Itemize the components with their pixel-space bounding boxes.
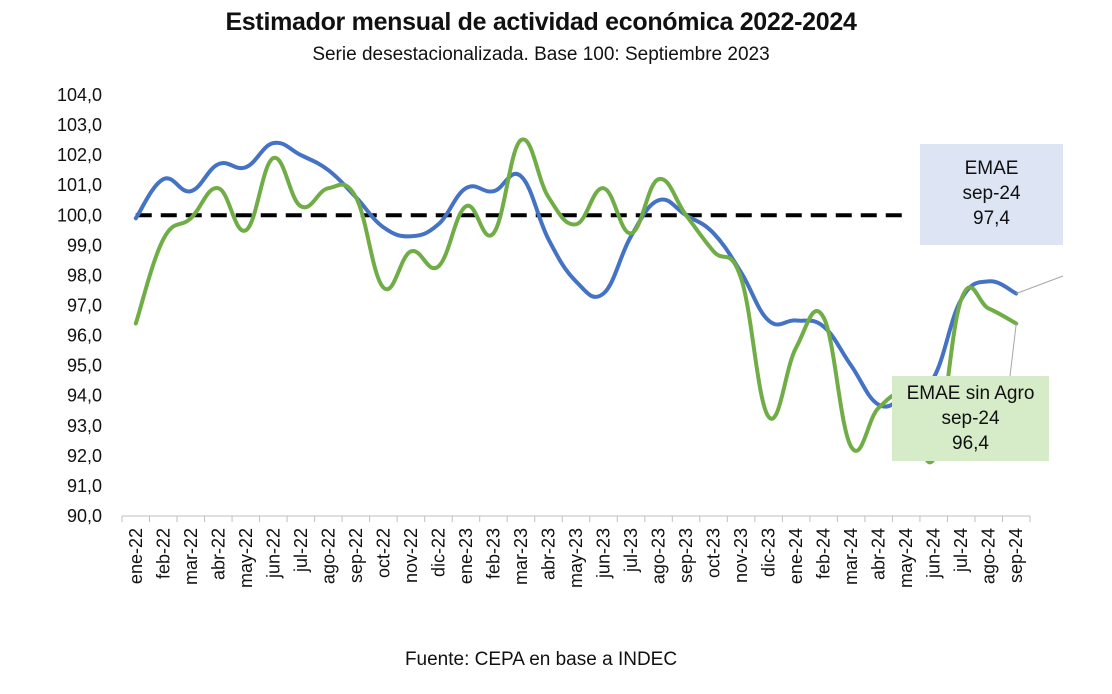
x-tick-label: jul-23 — [621, 528, 641, 573]
x-tick-label: oct-22 — [373, 528, 393, 578]
x-tick-label: feb-22 — [153, 528, 173, 579]
y-tick-label: 91,0 — [67, 476, 102, 496]
callout-emae-sin-agro: EMAE sin Agro sep-24 96,4 — [892, 376, 1049, 461]
x-tick-label: dic-23 — [759, 528, 779, 577]
y-tick-label: 95,0 — [67, 356, 102, 376]
x-tick-label: may-24 — [896, 528, 916, 588]
series-line-emae — [136, 143, 1016, 407]
y-tick-label: 102,0 — [57, 145, 102, 165]
y-tick-label: 92,0 — [67, 446, 102, 466]
y-tick-label: 98,0 — [67, 265, 102, 285]
x-tick-label: dic-22 — [428, 528, 448, 577]
x-tick-label: ago-22 — [318, 528, 338, 584]
leader-line-emae-sin-agro — [1010, 324, 1016, 376]
x-tick-label: feb-24 — [814, 528, 834, 579]
x-tick-label: mar-24 — [841, 528, 861, 585]
callout-agro-value: 96,4 — [892, 431, 1049, 456]
x-tick-label: abr-22 — [208, 528, 228, 580]
x-tick-label: ene-24 — [786, 528, 806, 584]
callout-agro-name: EMAE sin Agro — [892, 381, 1049, 406]
x-tick-label: mar-23 — [511, 528, 531, 585]
y-tick-label: 100,0 — [57, 205, 102, 225]
chart-source: Fuente: CEPA en base a INDEC — [0, 649, 1082, 671]
y-tick-label: 103,0 — [57, 115, 102, 135]
x-tick-label: may-22 — [236, 528, 256, 588]
x-tick-label: sep-22 — [346, 528, 366, 583]
x-tick-label: jun-23 — [594, 528, 614, 579]
x-tick-label: nov-22 — [401, 528, 421, 583]
x-tick-label: ago-24 — [979, 528, 999, 584]
x-tick-label: nov-23 — [731, 528, 751, 583]
x-tick-label: abr-23 — [538, 528, 558, 580]
x-tick-label: jun-22 — [263, 528, 283, 579]
callout-emae-period: sep-24 — [920, 181, 1063, 206]
x-tick-label: jul-24 — [951, 528, 971, 573]
y-tick-label: 101,0 — [57, 175, 102, 195]
leader-line-emae — [1016, 276, 1063, 293]
x-tick-label: sep-24 — [1006, 528, 1026, 583]
x-tick-label: ene-22 — [126, 528, 146, 584]
y-tick-label: 90,0 — [67, 506, 102, 526]
x-tick-label: feb-23 — [483, 528, 503, 579]
callout-emae: EMAE sep-24 97,4 — [920, 144, 1063, 245]
y-tick-label: 104,0 — [57, 85, 102, 105]
callout-agro-period: sep-24 — [892, 406, 1049, 431]
y-tick-label: 94,0 — [67, 386, 102, 406]
callout-emae-value: 97,4 — [920, 206, 1063, 231]
x-tick-label: oct-23 — [704, 528, 724, 578]
x-tick-label: jun-24 — [924, 528, 944, 579]
callout-emae-name: EMAE — [920, 156, 1063, 181]
x-tick-label: ene-23 — [456, 528, 476, 584]
x-tick-label: sep-23 — [676, 528, 696, 583]
line-chart: 90,0 91,0 92,0 93,0 94,0 95,0 96,0 97,0 98,0 99,0… — [0, 0, 1112, 694]
x-tick-label: mar-22 — [181, 528, 201, 585]
y-tick-label: 93,0 — [67, 416, 102, 436]
y-tick-label: 97,0 — [67, 296, 102, 316]
x-tick-label: ago-23 — [649, 528, 669, 584]
series-line-emae-sin-agro — [136, 139, 1016, 462]
x-tick-label: jul-22 — [291, 528, 311, 573]
y-tick-label: 96,0 — [67, 326, 102, 346]
y-tick-label: 99,0 — [67, 235, 102, 255]
x-tick-label: may-23 — [566, 528, 586, 588]
x-tick-label: abr-24 — [869, 528, 889, 580]
